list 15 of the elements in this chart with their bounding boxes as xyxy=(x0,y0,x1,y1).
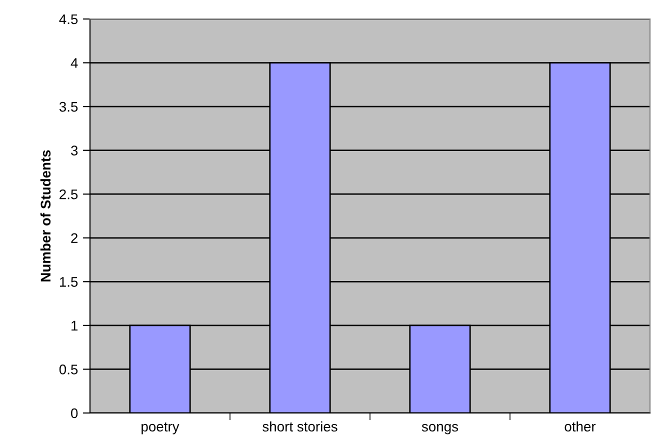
y-tick-label: 4 xyxy=(70,58,78,68)
x-tick-label: short stories xyxy=(262,421,338,432)
y-tick-label: 0.5 xyxy=(59,364,78,374)
y-tick-label: 1 xyxy=(72,320,78,330)
y-tick-label: 1.5 xyxy=(60,277,78,287)
x-tick-label: songs xyxy=(422,424,458,434)
y-axis-title: Number of Students xyxy=(40,150,51,282)
y-tick-label: 3.5 xyxy=(59,102,78,112)
x-tick-label: poetry xyxy=(142,422,180,434)
y-tick-label: 2 xyxy=(71,233,78,243)
x-tick-label: other xyxy=(564,421,596,432)
y-tick-label: 3 xyxy=(71,146,78,156)
y-tick-label: 0 xyxy=(71,408,78,418)
y-tick-label: 4.5 xyxy=(59,14,78,24)
y-tick-label: 2.5 xyxy=(60,189,78,200)
